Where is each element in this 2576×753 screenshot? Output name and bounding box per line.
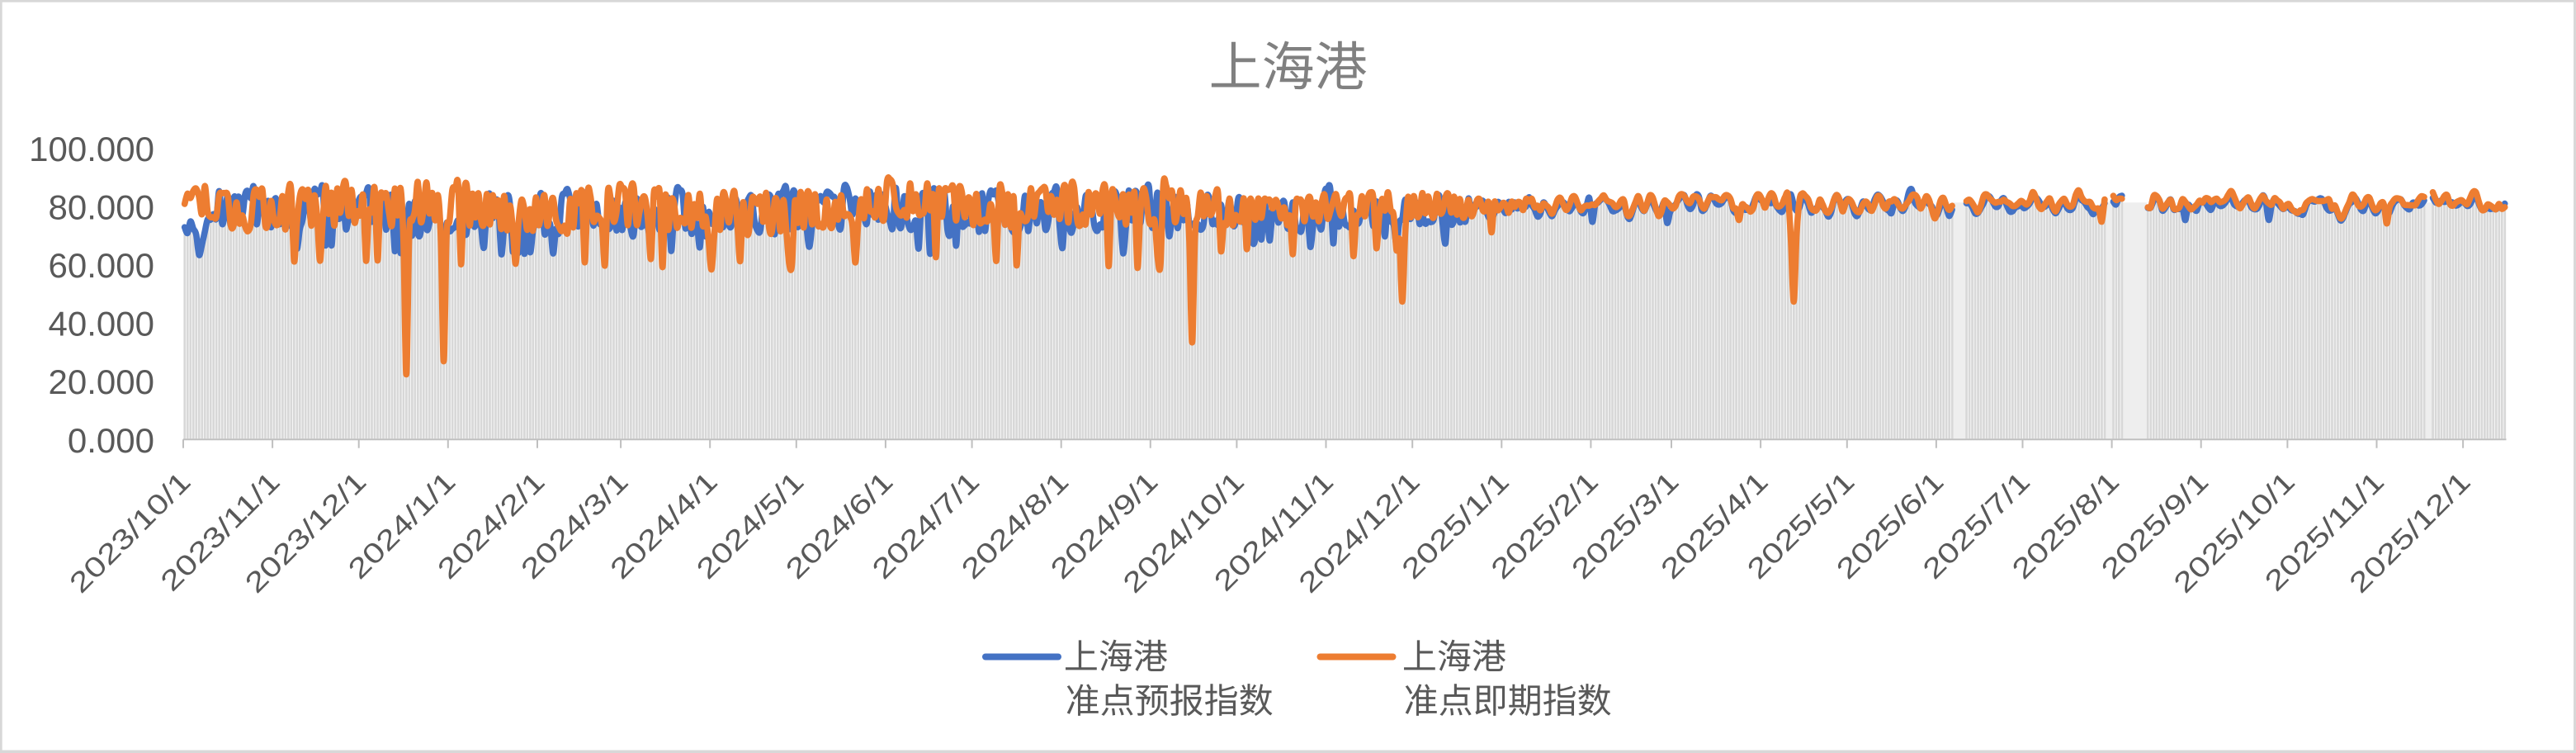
svg-text:80.000: 80.000 <box>49 187 154 226</box>
svg-text:20.000: 20.000 <box>49 362 154 401</box>
svg-text:60.000: 60.000 <box>49 246 154 285</box>
svg-text:0.000: 0.000 <box>68 421 154 460</box>
svg-text:40.000: 40.000 <box>49 305 154 343</box>
svg-text:100.000: 100.000 <box>29 130 154 168</box>
